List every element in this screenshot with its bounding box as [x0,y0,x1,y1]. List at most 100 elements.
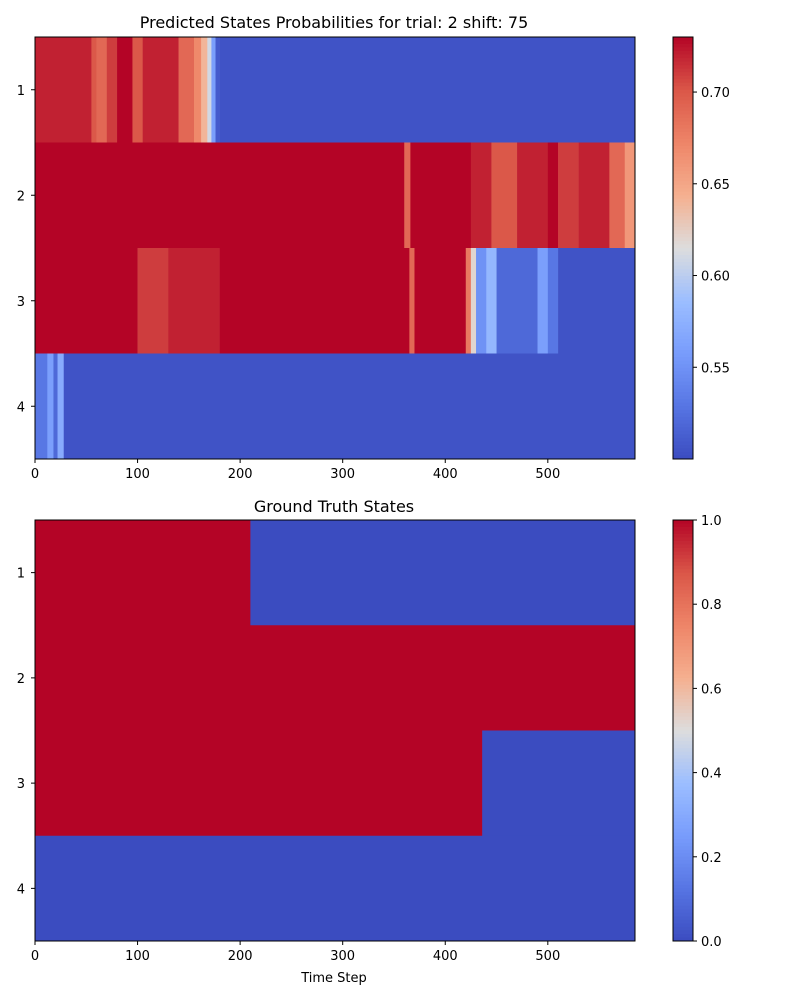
plot-frame [34,519,636,942]
colorbar-gradient-step [673,849,693,854]
heatmap-cell-state-3 [35,248,138,354]
x-tick-label: 400 [433,949,458,964]
colorbar-gradient-step [673,223,693,228]
colorbar-gradient-step [673,314,693,319]
colorbar-gradient-step [673,818,693,823]
colorbar-gradient-step [673,839,693,844]
colorbar-gradient-step [673,406,693,411]
colorbar-gradient-step [673,328,693,333]
colorbar-gradient-step [673,342,693,347]
heatmap-cell-state-2 [491,142,518,249]
heatmap-cell-state-1 [106,37,118,143]
colorbar-gradient-step [673,558,693,563]
ground-truth-heatmap-panel: Ground Truth States 0 100 200 300 400 500 1 2 3… [17,497,722,986]
colorbar-gradient-step [673,607,693,612]
y-tick-label: 3 [17,295,25,310]
heatmap-cell-state-1 [207,37,212,143]
colorbar-gradient-step [673,905,693,910]
colorbar-gradient-step [673,444,693,449]
colorbar-gradient-step [673,779,693,784]
colorbar-gradient-step [673,926,693,931]
x-tick-label: 200 [228,467,253,482]
x-tick-label: 400 [433,467,458,482]
colorbar-gradient-step [673,392,693,397]
x-tick-label: 200 [228,949,253,964]
colorbar-gradient-step [673,667,693,672]
colorbar-gradient-step [673,79,693,84]
colorbar-gradient-step [673,68,693,73]
colorbar-gradient-step [673,572,693,577]
heatmap-cell-state-1 [178,37,195,143]
x-tick-label: 0 [31,949,39,964]
colorbar-gradient-step [673,177,693,182]
colorbar-gradient-step [673,279,693,284]
colorbar-gradient-step [673,698,693,703]
colorbar-gradient-step [673,656,693,661]
colorbar-gradient-step [673,360,693,365]
y-tick-label: 1 [17,84,25,99]
heatmap-cell-state-1 [117,37,133,143]
colorbar-gradient-step [673,107,693,112]
colorbar-gradient-step [673,202,693,207]
colorbar-gradient-step [673,357,693,361]
colorbar-gradient-step [673,427,693,432]
colorbar-gradient-step [673,660,693,665]
heatmap-cell-state-2 [609,142,626,249]
colorbar-gradient-step [673,399,693,404]
colorbar-gradient-step [673,586,693,591]
colorbar-tick-label: 0.60 [701,270,730,285]
colorbar-tick-label: 0.55 [701,361,730,376]
colorbar-gradient-step [673,597,693,602]
colorbar-gradient-step [673,628,693,633]
colorbar-gradient-step [673,44,693,48]
colorbar-gradient-step [673,293,693,298]
colorbar-gradient-step [673,755,693,759]
colorbar-gradient-step [673,378,693,383]
heatmap-cell-state-1 [219,37,636,143]
colorbar-gradient-step [673,300,693,305]
colorbar-gradient-step [673,881,693,886]
colorbar-gradient-step [673,919,693,924]
colorbar-gradient-step [673,121,693,126]
colorbar-frame [672,519,694,942]
colorbar-gradient-step [673,388,693,393]
x-tick-label: 100 [125,467,150,482]
colorbar-gradient-step [673,191,693,196]
colorbar-gradient-step [673,912,693,917]
colorbar-gradient-step [673,61,693,66]
colorbar-gradient-step [673,639,693,644]
predicted-heatmap-panel: Predicted States Probabilities for trial… [17,13,730,482]
colorbar-gradient-step [673,790,693,795]
colorbar-gradient-step [673,160,693,164]
colorbar-gradient-step [673,583,693,588]
x-tick-label: 300 [330,467,355,482]
heatmap-cell-state-2 [410,142,472,249]
colorbar-gradient-step [673,674,693,679]
colorbar-gradient-step [673,51,693,55]
colorbar-gradient-step [673,569,693,574]
heatmap-cell-state-1 [211,37,216,143]
colorbar-gradient-step [673,821,693,826]
colorbar-gradient-step [673,909,693,914]
heatmap-cell-state-3 [547,248,559,354]
y-tick-label: 2 [17,189,25,204]
colorbar-gradient-step [673,290,693,295]
y-tick-label: 2 [17,672,25,687]
heatmap-cell-state-1 [215,37,220,143]
colorbar-gradient-step [673,110,693,115]
heatmap-cell-state-3 [35,730,483,837]
heatmap-cell-state-3 [168,248,220,354]
heatmap-cell-state-2 [470,142,492,249]
colorbar-gradient-step [673,240,693,245]
colorbar-gradient-step [673,272,693,277]
colorbar-gradient-step [673,793,693,798]
colorbar-gradient-step [673,565,693,570]
colorbar-gradient-step [673,441,693,446]
colorbar-gradient-step [673,853,693,858]
colorbar-gradient-step [673,891,693,896]
colorbar-gradient-step [673,430,693,435]
heatmap-cell-state-2 [624,142,636,249]
colorbar-gradient-step [673,527,693,531]
heatmap-cell-state-1 [91,37,97,143]
colorbar-gradient-step [673,632,693,637]
